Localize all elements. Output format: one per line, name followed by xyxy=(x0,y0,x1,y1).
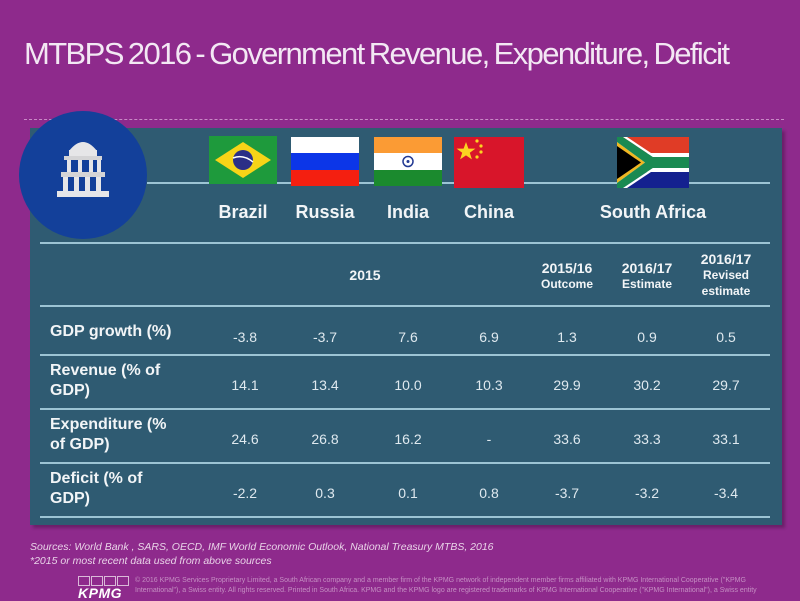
table-cell: - xyxy=(486,431,492,447)
table-cell: 0.8 xyxy=(479,485,499,501)
period-year: 2016/17 xyxy=(700,251,752,267)
table-cell: 16.2 xyxy=(394,431,422,447)
period-header-sa-estimate: 2016/17 Estimate xyxy=(607,260,687,292)
table-cell: -3.4 xyxy=(713,485,739,501)
table-cell: 0.1 xyxy=(398,485,418,501)
china-flag-icon xyxy=(454,137,524,188)
data-table-panel xyxy=(30,128,782,525)
table-cell: 29.7 xyxy=(712,377,740,393)
country-south-africa: South Africa xyxy=(599,202,707,222)
russia-flag-icon xyxy=(291,137,359,186)
table-cell: 10.3 xyxy=(475,377,503,393)
table-cell: 33.3 xyxy=(633,431,661,447)
country-india: India xyxy=(386,202,429,222)
row-rule xyxy=(40,354,770,356)
row-rule xyxy=(40,462,770,464)
sources-text: Sources: World Bank , SARS, OECD, IMF Wo… xyxy=(30,541,494,553)
period-sub: Revised estimate xyxy=(701,268,751,298)
table-cell: 6.9 xyxy=(479,329,499,345)
country-china: China xyxy=(463,202,514,222)
table-cell: 7.6 xyxy=(398,329,418,345)
row-label: Expenditure (% of GDP) xyxy=(50,416,167,453)
table-cell: 26.8 xyxy=(311,431,339,447)
table-cell: 10.0 xyxy=(394,377,422,393)
table-cell: -3.2 xyxy=(634,485,660,501)
table-cell: 33.1 xyxy=(712,431,740,447)
country-brazil: Brazil xyxy=(218,202,268,222)
title-divider xyxy=(24,119,784,120)
table-cell: -3.7 xyxy=(312,329,338,345)
table-cell: -3.7 xyxy=(554,485,580,501)
table-cell: 33.6 xyxy=(553,431,581,447)
row-label: GDP growth (%) xyxy=(50,323,172,340)
brazil-flag-icon xyxy=(209,136,277,184)
india-flag-icon xyxy=(374,137,442,186)
table-cell: 30.2 xyxy=(633,377,661,393)
government-building-icon xyxy=(19,111,147,239)
kpmg-logo-boxes xyxy=(78,576,129,586)
table-cell: -2.2 xyxy=(232,485,258,501)
row-rule xyxy=(40,516,770,518)
row-rule xyxy=(40,408,770,410)
header-rule xyxy=(40,242,770,244)
table-cell: 14.1 xyxy=(231,377,259,393)
period-header-2015: 2015 xyxy=(349,267,381,283)
period-sub: Outcome xyxy=(540,277,593,291)
table-cell: 1.3 xyxy=(557,329,577,345)
copyright-text: © 2016 KPMG Services Proprietary Limited… xyxy=(135,577,757,594)
table-cell: 29.9 xyxy=(553,377,581,393)
country-russia: Russia xyxy=(295,202,355,222)
table-cell: 13.4 xyxy=(311,377,339,393)
period-header-sa-revised: 2016/17 Revised estimate xyxy=(686,251,766,299)
row-label: Revenue (% of GDP) xyxy=(50,362,161,399)
page-title: MTBPS 2016 - Government Revenue, Expendi… xyxy=(24,36,730,71)
period-year: 2015/16 xyxy=(541,260,593,276)
kpmg-logo-text: KPMG xyxy=(78,585,122,601)
footnote-text: *2015 or most recent data used from abov… xyxy=(30,555,272,567)
table-cell: -3.8 xyxy=(232,329,258,345)
period-rule xyxy=(40,305,770,307)
period-header-sa-outcome: 2015/16 Outcome xyxy=(527,260,607,292)
sources-note: Sources: World Bank , SARS, OECD, IMF Wo… xyxy=(30,540,770,568)
period-sub: Estimate xyxy=(621,277,673,291)
row-label: Deficit (% of GDP) xyxy=(50,470,143,507)
table-cell: 0.9 xyxy=(637,329,657,345)
south-africa-flag-icon xyxy=(617,137,689,188)
table-cell: 0.3 xyxy=(315,485,335,501)
table-cell: 0.5 xyxy=(716,329,736,345)
period-year: 2016/17 xyxy=(621,260,673,276)
table-cell: 24.6 xyxy=(231,431,259,447)
kpmg-logo: KPMG xyxy=(78,576,129,601)
